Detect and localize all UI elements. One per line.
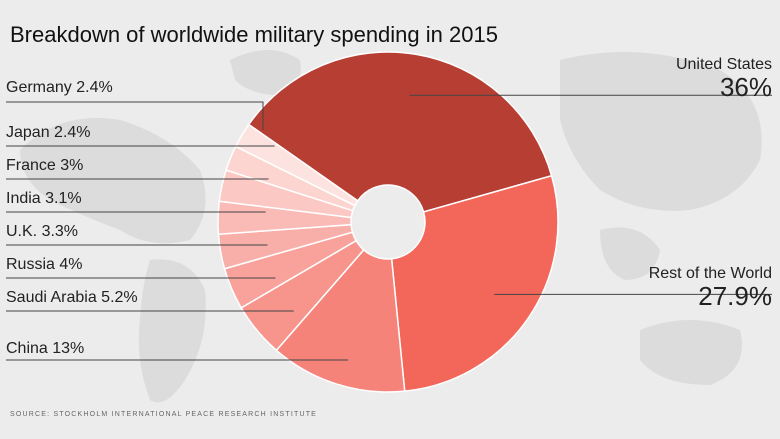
source-note: SOURCE: STOCKHOLM INTERNATIONAL PEACE RE… — [10, 411, 318, 418]
label-china: China 13% — [6, 340, 85, 357]
label-uk: U.K. 3.3% — [6, 223, 79, 240]
label-germany: Germany 2.4% — [6, 79, 113, 96]
pie-slice-germany — [234, 123, 359, 207]
label-united-states-value: 36% — [719, 72, 772, 102]
label-rest-of-world-value: 27.9% — [698, 281, 772, 311]
label-rest-of-world: Rest of the World 27.9% — [649, 265, 772, 309]
label-france: France 3% — [6, 157, 84, 174]
label-rest-of-world-name: Rest of the World — [648, 265, 772, 282]
label-india: India 3.1% — [6, 190, 82, 207]
label-united-states-name: United States — [675, 56, 772, 73]
pie-slice-rest-of-the-world — [390, 174, 559, 392]
label-russia: Russia 4% — [6, 256, 83, 273]
label-united-states: United States 36% — [676, 56, 772, 100]
pie-slice-united-states — [247, 51, 553, 213]
label-japan: Japan 2.4% — [6, 124, 91, 141]
leader-line-germany — [6, 101, 264, 130]
label-saudi-arabia: Saudi Arabia 5.2% — [6, 289, 138, 306]
chart-title: Breakdown of worldwide military spending… — [10, 22, 498, 47]
